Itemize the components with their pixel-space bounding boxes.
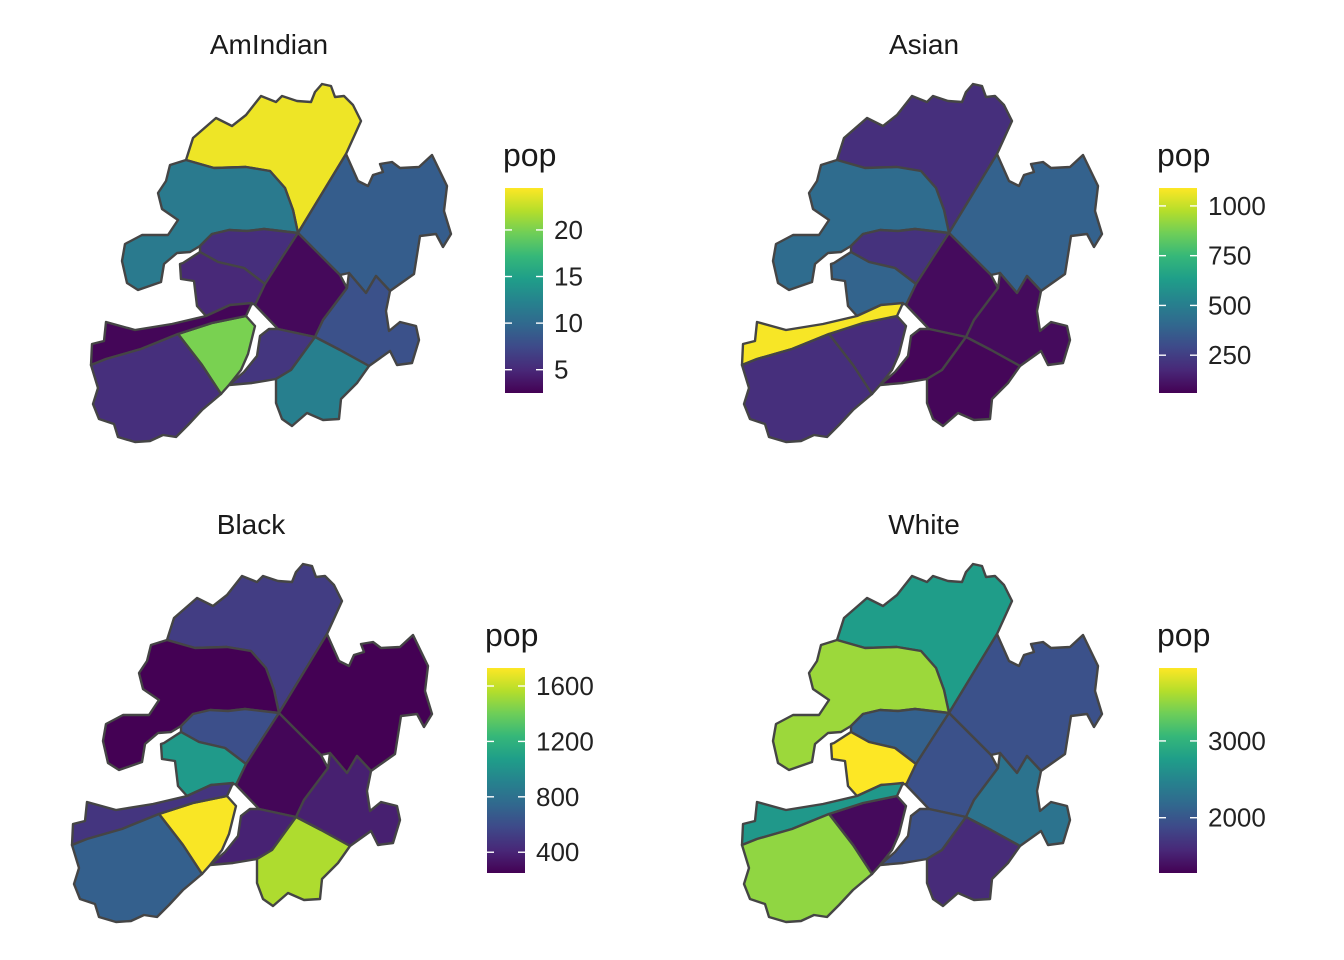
legend-tick-label: 20 — [554, 215, 583, 245]
legend-title: pop — [485, 617, 538, 653]
legend-tick-label: 1600 — [536, 671, 594, 701]
panel-black: Black pop 400 800 1200 1600 — [70, 509, 594, 924]
legend-tick-label: 2000 — [1208, 803, 1266, 833]
map-region — [925, 815, 1022, 908]
map-region — [255, 815, 352, 908]
legend: pop 2000 3000 — [1157, 617, 1266, 873]
map — [740, 562, 1104, 924]
legend-tick-label: 3000 — [1208, 726, 1266, 756]
map-region — [964, 271, 1072, 368]
legend-title: pop — [503, 137, 556, 173]
panel-title: Black — [217, 509, 286, 540]
map-region — [70, 812, 204, 924]
legend-tick-label: 10 — [554, 308, 583, 338]
legend-colorbar — [487, 668, 525, 873]
map-region — [878, 327, 968, 387]
map — [70, 562, 434, 924]
legend-colorbar — [505, 188, 543, 393]
map-region — [274, 335, 371, 428]
map-region — [771, 638, 951, 772]
map-region — [771, 158, 951, 292]
panel-amindian: AmIndian pop 5 10 15 20 — [89, 29, 583, 444]
legend: pop 5 10 15 20 — [503, 137, 583, 393]
panel-title: Asian — [889, 29, 959, 60]
legend-tick-label: 5 — [554, 355, 568, 385]
legend-tick-label: 250 — [1208, 340, 1251, 370]
panel-title: White — [888, 509, 960, 540]
legend-tick-label: 15 — [554, 262, 583, 292]
map-region — [740, 812, 874, 924]
map-region — [101, 638, 281, 772]
map-region — [313, 271, 421, 368]
map — [740, 82, 1104, 444]
map-region — [227, 327, 317, 387]
legend-tick-label: 1000 — [1208, 191, 1266, 221]
legend-tick-label: 400 — [536, 837, 579, 867]
legend-colorbar — [1159, 188, 1197, 393]
map-region — [964, 751, 1072, 848]
legend-tick-label: 500 — [1208, 290, 1251, 320]
map-region — [878, 807, 968, 867]
legend: pop 400 800 1200 1600 — [485, 617, 594, 873]
map — [89, 82, 453, 444]
panel-title: AmIndian — [210, 29, 328, 60]
legend-title: pop — [1157, 617, 1210, 653]
legend-colorbar — [1159, 668, 1197, 873]
map-region — [89, 332, 223, 444]
map-region — [208, 807, 298, 867]
legend-tick-label: 750 — [1208, 241, 1251, 271]
legend: pop 250 500 750 1000 — [1157, 137, 1266, 393]
map-region — [925, 335, 1022, 428]
panel-asian: Asian pop 250 500 750 1000 — [740, 29, 1266, 444]
map-region — [120, 158, 300, 292]
legend-tick-label: 1200 — [536, 726, 594, 756]
legend-tick-label: 800 — [536, 782, 579, 812]
map-region — [740, 332, 874, 444]
legend-title: pop — [1157, 137, 1210, 173]
panel-white: White pop 2000 3000 — [740, 509, 1266, 924]
map-region — [294, 751, 402, 848]
